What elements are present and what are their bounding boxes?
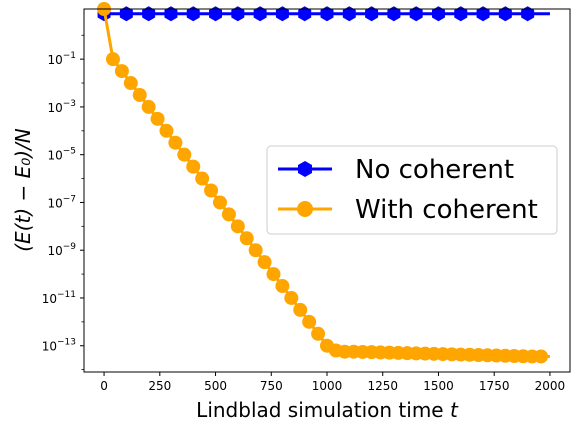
point-no-coherent xyxy=(298,6,312,22)
point-with-coherent xyxy=(141,99,156,114)
legend-marker-with-coherent xyxy=(297,201,313,217)
point-with-coherent xyxy=(239,231,254,246)
point-with-coherent xyxy=(159,123,174,138)
point-no-coherent xyxy=(253,6,267,22)
point-with-coherent xyxy=(186,159,201,174)
point-no-coherent xyxy=(431,6,445,22)
y-tick-label: 10−1 xyxy=(47,51,76,67)
point-with-coherent xyxy=(248,243,263,258)
y-tick-base: 10 xyxy=(47,149,62,163)
point-with-coherent xyxy=(212,195,227,210)
y-tick-exponent: −3 xyxy=(63,99,76,109)
point-with-coherent xyxy=(195,171,210,186)
point-no-coherent xyxy=(209,6,223,22)
y-tick-base: 10 xyxy=(47,101,62,115)
point-with-coherent xyxy=(230,219,245,234)
legend: No coherent With coherent xyxy=(266,145,558,235)
x-tick-label: 1750 xyxy=(479,379,510,393)
x-tick-label: 750 xyxy=(260,379,283,393)
legend-label-with-coherent: With coherent xyxy=(355,195,538,225)
x-axis-label-var: t xyxy=(450,398,459,422)
point-no-coherent xyxy=(454,6,468,22)
point-no-coherent xyxy=(231,6,245,22)
y-axis-label: (E(t) − E₀)/N xyxy=(11,128,35,252)
y-tick-base: 10 xyxy=(42,340,57,354)
x-tick-label: 1250 xyxy=(367,379,398,393)
point-no-coherent xyxy=(365,6,379,22)
y-tick-exponent: −9 xyxy=(63,242,77,252)
x-tick-label: 500 xyxy=(204,379,227,393)
x-tick-label: 1500 xyxy=(423,379,454,393)
point-with-coherent xyxy=(114,64,129,79)
x-axis-ticks: 0 250 500 750 1000 1250 1500 1750 2000 xyxy=(100,372,565,393)
point-no-coherent xyxy=(142,6,156,22)
point-with-coherent xyxy=(302,314,317,329)
point-with-coherent xyxy=(150,111,165,126)
x-tick-label: 2000 xyxy=(535,379,566,393)
point-with-coherent xyxy=(275,279,290,294)
y-tick-label: 10−7 xyxy=(47,194,76,210)
x-axis-label-main: Lindblad simulation time xyxy=(196,398,450,422)
y-tick-base: 10 xyxy=(47,196,62,210)
point-with-coherent xyxy=(257,255,272,270)
y-tick-exponent: −7 xyxy=(63,194,76,204)
point-with-coherent xyxy=(311,326,326,341)
point-no-coherent xyxy=(498,6,512,22)
y-tick-base: 10 xyxy=(47,244,62,258)
x-axis-label: Lindblad simulation time t xyxy=(196,398,459,422)
x-tick-label: 0 xyxy=(100,379,108,393)
x-tick-label: 1000 xyxy=(312,379,343,393)
point-with-coherent xyxy=(266,267,281,282)
point-with-coherent xyxy=(132,87,147,102)
series-layer xyxy=(97,2,550,364)
y-tick-label: 10−5 xyxy=(47,147,76,163)
point-with-coherent xyxy=(105,52,120,67)
legend-box xyxy=(266,145,558,235)
point-with-coherent xyxy=(168,135,183,150)
point-with-coherent xyxy=(534,349,549,364)
y-tick-label: 10−9 xyxy=(47,242,76,258)
point-no-coherent xyxy=(409,6,423,22)
point-no-coherent xyxy=(521,6,535,22)
y-tick-exponent: −11 xyxy=(57,290,76,300)
point-no-coherent xyxy=(320,6,334,22)
y-tick-exponent: −1 xyxy=(63,51,76,61)
legend-label-no-coherent: No coherent xyxy=(355,155,514,185)
y-tick-exponent: −5 xyxy=(63,147,76,157)
y-tick-label: 10−3 xyxy=(47,99,76,115)
point-no-coherent xyxy=(119,6,133,22)
point-with-coherent xyxy=(284,290,299,305)
y-tick-base: 10 xyxy=(42,292,57,306)
point-with-coherent xyxy=(204,183,219,198)
point-with-coherent xyxy=(123,76,138,91)
y-tick-label: 10−11 xyxy=(42,290,76,306)
point-no-coherent xyxy=(164,6,178,22)
point-with-coherent xyxy=(221,207,236,222)
legend-marker-no-coherent xyxy=(298,161,312,177)
point-no-coherent xyxy=(342,6,356,22)
point-no-coherent xyxy=(186,6,200,22)
y-tick-base: 10 xyxy=(47,53,62,67)
point-no-coherent xyxy=(476,6,490,22)
point-no-coherent xyxy=(387,6,401,22)
point-no-coherent xyxy=(275,6,289,22)
y-tick-exponent: −13 xyxy=(57,338,76,348)
point-with-coherent xyxy=(177,147,192,162)
point-with-coherent xyxy=(293,302,308,317)
y-tick-label: 10−13 xyxy=(42,338,76,354)
x-tick-label: 250 xyxy=(148,379,171,393)
